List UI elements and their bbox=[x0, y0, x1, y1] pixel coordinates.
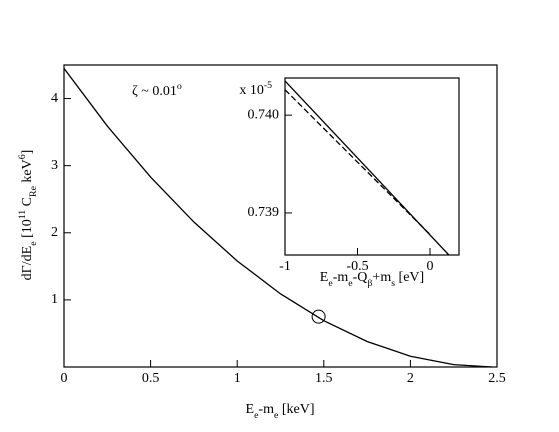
x-tick-label: 2 bbox=[407, 371, 414, 386]
y-axis-label-part: e bbox=[28, 241, 39, 246]
inset-multiplier: x 10-5 bbox=[239, 80, 272, 98]
inset-x-axis-label-part: s bbox=[391, 278, 395, 289]
inset-x-axis-label-part: -Q bbox=[353, 270, 368, 285]
y-tick-label: 4 bbox=[51, 91, 58, 106]
x-tick-label: -0.5 bbox=[346, 259, 368, 274]
x-axis-label: Ee-me [keV] bbox=[246, 402, 315, 421]
data-line bbox=[284, 89, 431, 235]
x-tick-label: 1.5 bbox=[315, 371, 333, 386]
x-tick-label: 1 bbox=[234, 371, 241, 386]
marker bbox=[311, 309, 326, 324]
inset-x-axis-label-part: -m bbox=[333, 270, 349, 285]
inset-x-axis-label-part: +m bbox=[372, 270, 391, 285]
data-line bbox=[63, 67, 492, 368]
y-axis-label-part: Re bbox=[28, 185, 39, 197]
x-tick-label: -1 bbox=[279, 259, 291, 274]
y-tick-label: 3 bbox=[51, 158, 58, 173]
plot-frame bbox=[284, 77, 460, 256]
x-tick-label: 0.5 bbox=[142, 371, 160, 386]
x-axis-label-part: e bbox=[254, 410, 259, 421]
inset-x-axis-label-part: e bbox=[328, 278, 333, 289]
y-axis-label-part: 6 bbox=[17, 154, 28, 159]
y-tick-label: 2 bbox=[51, 225, 58, 240]
y-axis-label-part: dΓ/dE bbox=[20, 246, 35, 281]
x-tick-label: 2.5 bbox=[488, 371, 506, 386]
inset-x-axis-label-part: [eV] bbox=[395, 270, 424, 285]
x-axis-label-part: -m bbox=[258, 402, 274, 417]
x-axis-label-part: E bbox=[246, 402, 255, 417]
y-axis-label-part: keV bbox=[20, 159, 35, 186]
y-tick-label: 1 bbox=[51, 292, 58, 307]
y-axis-label-part: C bbox=[20, 197, 35, 210]
x-axis-label-part: [keV] bbox=[278, 402, 314, 417]
inset-multiplier-part: x 10 bbox=[239, 83, 264, 98]
y-axis-label-part: ] bbox=[20, 150, 35, 155]
inset-x-axis-label-part: E bbox=[320, 270, 329, 285]
inset-x-axis-label-part: β bbox=[367, 278, 372, 289]
x-axis-label-part: e bbox=[274, 410, 279, 421]
x-tick-label: 0 bbox=[61, 371, 68, 386]
y-tick-label: 0.739 bbox=[248, 205, 280, 220]
inset-x-axis-label: Ee-me-Qβ+ms [eV] bbox=[320, 270, 424, 289]
x-tick-label: 0 bbox=[427, 259, 434, 274]
y-axis-label-part: [10 bbox=[20, 219, 35, 241]
annotation-part: ζ ~ 0.01 bbox=[132, 84, 177, 99]
annotation: ζ ~ 0.01o bbox=[132, 81, 182, 99]
y-tick-label: 0.740 bbox=[248, 107, 280, 122]
annotation-part: o bbox=[177, 81, 182, 92]
y-axis-label-part: 11 bbox=[17, 210, 28, 220]
inset-multiplier-part: -5 bbox=[264, 80, 272, 91]
inset-x-axis-label-part: e bbox=[348, 278, 353, 289]
y-axis-label: dΓ/dEe [1011 CRe keV6] bbox=[17, 150, 39, 281]
